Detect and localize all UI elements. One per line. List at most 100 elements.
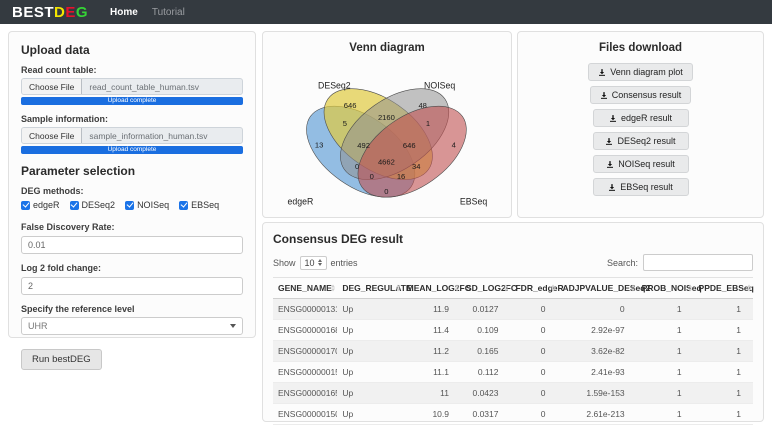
choose-file-button[interactable]: Choose File [22, 128, 83, 143]
column-header-gene-name[interactable]: GENE_NAME [273, 277, 338, 299]
cell-prob-noiseq: 1 [636, 403, 694, 425]
download-venn-plot-button[interactable]: Venn diagram plot [588, 63, 693, 81]
checkbox-label: NOISeq [137, 200, 170, 210]
download-noiseq-button[interactable]: NOISeq result [592, 155, 689, 173]
sort-icon [331, 284, 336, 292]
download-button-label: Consensus result [611, 90, 682, 100]
cell-ppde-ebseq: 1 [693, 403, 753, 425]
download-icon [607, 160, 614, 168]
cell-ppde-ebseq: 1 [693, 340, 753, 362]
checkbox-ebseq[interactable]: EBSeq [179, 200, 219, 210]
sample-info-file-input[interactable]: Choose File sample_information_human.tsv [21, 127, 243, 144]
checkbox-edger[interactable]: edgeR [21, 200, 60, 210]
sort-icon [504, 284, 509, 292]
sort-icon [630, 284, 635, 292]
cell-adjpvalue-deseq2: 0 [557, 298, 637, 320]
column-header-label: PPDE_EBSeq [698, 283, 754, 293]
column-header-label: GENE_NAME [278, 283, 332, 293]
sample-info-filename: sample_information_human.tsv [89, 130, 208, 141]
column-header-ppde-ebseq[interactable]: PPDE_EBSeq [693, 277, 754, 299]
download-button-label: DESeq2 result [617, 136, 676, 146]
download-button-label: NOISeq result [618, 159, 675, 169]
upload-parameters-panel: Upload data Read count table: Choose Fil… [8, 31, 256, 370]
column-header-deg-regulate[interactable]: DEG_REGULATE [337, 277, 412, 299]
nav-tutorial-link[interactable]: Tutorial [151, 6, 185, 18]
cell-sd-log2fc: 0.0423 [461, 382, 511, 404]
cell-fdr-edger: 0 [510, 298, 558, 320]
show-label: Show [273, 257, 296, 268]
cell-fdr-edger: 0 [510, 361, 558, 383]
nav-home-link[interactable]: Home [110, 6, 138, 18]
download-deseq2-button[interactable]: DESeq2 result [592, 132, 689, 150]
venn-count-ebseq-only: 4 [452, 141, 456, 150]
column-header-label: DEG_REGULATE [342, 283, 412, 293]
cell-mean-log2fc: 11.4 [401, 319, 461, 341]
run-bestdeg-button[interactable]: Run bestDEG [21, 349, 102, 370]
column-header-prob-noiseq[interactable]: PROB_NOISeq [636, 277, 702, 299]
fdr-input[interactable] [21, 236, 243, 254]
checkbox-label: EBSeq [191, 200, 220, 210]
app-logo: BESTDEG [12, 4, 88, 21]
cell-gene-name: ENSG00000131095 [273, 298, 338, 320]
venn-count-edger-ebseq: 0 [384, 187, 388, 196]
table-row: ENSG00000150625 Up 10.9 0.0317 0 2.61e-2… [273, 403, 753, 425]
entries-label: entries [330, 257, 358, 268]
read-count-label: Read count table: [21, 65, 97, 75]
download-edger-button[interactable]: edgeR result [592, 109, 689, 127]
progress-text: Upload complete [21, 146, 243, 154]
page-length-select[interactable]: 10 [299, 255, 327, 270]
cell-sd-log2fc: 0.165 [461, 340, 511, 362]
cell-ppde-ebseq: 1 [693, 319, 753, 341]
download-consensus-button[interactable]: Consensus result [589, 86, 692, 104]
checkbox-label: DESeq2 [81, 200, 116, 210]
cell-fdr-edger: 0 [510, 382, 558, 404]
venn-label-ebseq: EBSeq [460, 196, 487, 206]
venn-count-edger-noiseq: 0 [355, 162, 359, 171]
logo-part: G [75, 3, 89, 21]
cell-ppde-ebseq: 1 [693, 382, 753, 404]
download-ebseq-button[interactable]: EBSeq result [592, 178, 689, 196]
progress-text: Upload complete [21, 97, 243, 105]
search-label: Search: [606, 257, 638, 268]
cell-gene-name: ENSG00000170091 [273, 340, 338, 362]
venn-diagram: DESeq2 NOISeq edgeR EBSeq 13 646 48 4 5 … [287, 81, 487, 207]
choose-file-button[interactable]: Choose File [22, 79, 83, 94]
table-row: ENSG00000170091 Up 11.2 0.165 0 3.62e-82… [273, 340, 753, 362]
column-header-label: PROB_NOISeq [641, 283, 702, 293]
lfc-input[interactable] [21, 277, 243, 295]
column-header-adjpvalue-deseq2[interactable]: ADJPVALUE_DESeq2 [557, 277, 650, 299]
table-row: ENSG00000131095 Up 11.9 0.0127 0 0 1 1 [273, 298, 753, 320]
read-count-file-input[interactable]: Choose File read_count_table_human.tsv [21, 78, 243, 95]
cell-sd-log2fc: 0.109 [461, 319, 511, 341]
column-header-fdr-edger[interactable]: FDR_edgeR [510, 277, 564, 299]
checkbox-noiseq[interactable]: NOISeq [125, 200, 169, 210]
deg-methods-label: DEG methods: [21, 186, 84, 196]
cell-adjpvalue-deseq2: 2.41e-93 [557, 361, 637, 383]
selected-value: UHR [28, 321, 48, 331]
venn-label-deseq2: DESeq2 [318, 81, 351, 91]
checkbox-checked-icon [21, 200, 30, 210]
column-header-mean-log2fc[interactable]: MEAN_LOG2FC [401, 277, 471, 299]
sample-info-progressbar: Upload complete [21, 146, 243, 154]
column-header-label: MEAN_LOG2FC [406, 283, 471, 293]
top-navbar: BESTDEG Home Tutorial [0, 0, 772, 24]
cell-prob-noiseq: 1 [636, 319, 694, 341]
cell-ppde-ebseq: 1 [693, 361, 753, 383]
table-row: ENSG00000165023 Up 11 0.0423 0 1.59e-153… [273, 382, 753, 404]
venn-panel-title: Venn diagram [349, 42, 425, 54]
reference-level-label: Specify the reference level [21, 304, 135, 314]
cell-adjpvalue-deseq2: 2.92e-97 [557, 319, 637, 341]
reference-level-select[interactable]: UHR [21, 317, 243, 335]
search-input[interactable] [643, 254, 753, 271]
venn-count-edger-noiseq-ebseq: 0 [370, 172, 374, 181]
download-icon [609, 183, 616, 191]
download-icon [606, 137, 613, 145]
cell-deg-regulate: Up [337, 361, 402, 383]
cell-prob-noiseq: 1 [636, 340, 694, 362]
venn-label-noiseq: NOISeq [424, 81, 455, 91]
column-header-sd-log2fc[interactable]: SD_LOG2FC [461, 277, 517, 299]
files-panel-title: Files download [598, 42, 683, 54]
checkbox-deseq2[interactable]: DESeq2 [69, 200, 116, 210]
checkbox-checked-icon [69, 200, 79, 210]
venn-count-edger-deseq2-noiseq: 492 [357, 141, 370, 150]
